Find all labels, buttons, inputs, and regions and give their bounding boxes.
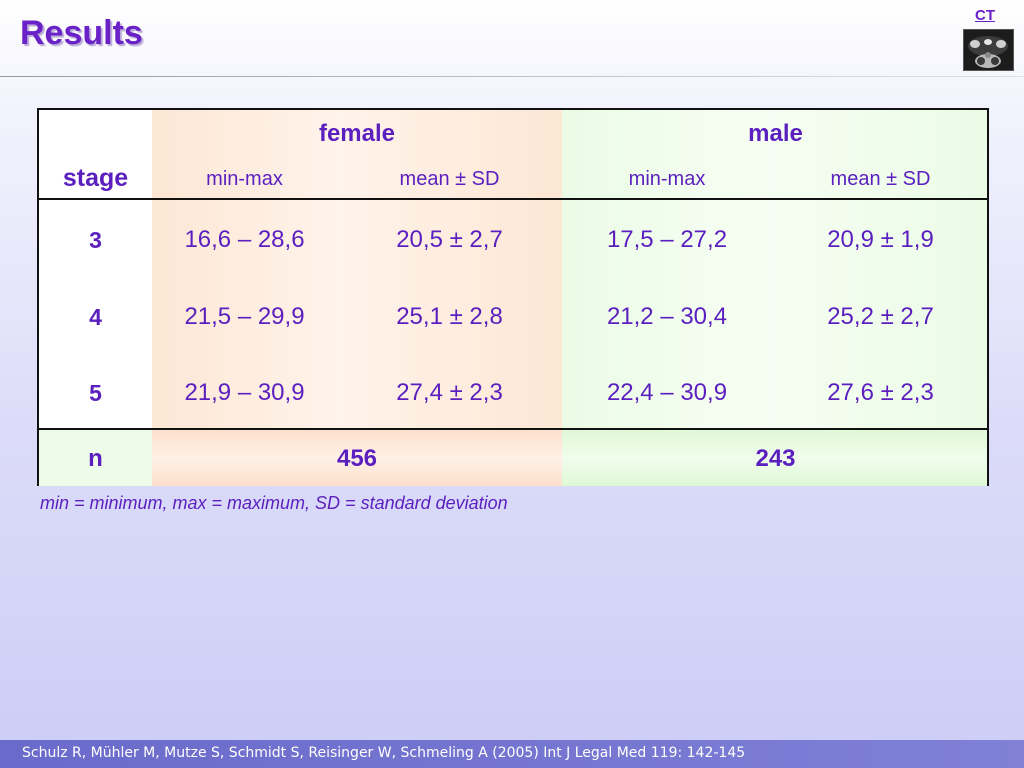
title-divider — [0, 76, 1024, 77]
row-stage: 5 — [89, 380, 102, 406]
male-column-bg — [562, 110, 987, 484]
cell-female-mean: 27,4 ± 2,3 — [396, 379, 503, 406]
header-male: male — [748, 120, 803, 147]
row-stage: 3 — [89, 227, 102, 253]
header-male-mean-sd: mean ± SD — [830, 168, 931, 190]
cell-male-mean: 27,6 ± 2,3 — [827, 379, 934, 406]
n-label: n — [88, 445, 103, 472]
header-female: female — [318, 120, 396, 147]
header-stage: stage — [62, 164, 129, 192]
n-female: 456 — [336, 445, 378, 472]
ct-scan-thumbnail-icon — [963, 29, 1014, 71]
cell-female-minmax: 21,9 – 30,9 — [184, 379, 305, 406]
cell-male-mean: 20,9 ± 1,9 — [827, 226, 934, 253]
stage-column-bg — [39, 110, 152, 484]
cell-male-minmax: 21,2 – 30,4 — [606, 303, 728, 330]
cell-female-minmax: 21,5 – 29,9 — [184, 303, 305, 330]
n-row-bg — [39, 430, 987, 486]
results-table: female male stage min-max mean ± SD min-… — [37, 108, 989, 486]
female-column-bg — [152, 110, 562, 484]
citation-text: Schulz R, Mühler M, Mutze S, Schmidt S, … — [22, 745, 746, 761]
cell-male-mean: 25,2 ± 2,7 — [827, 303, 934, 330]
n-male: 243 — [755, 445, 796, 472]
cell-female-minmax: 16,6 – 28,6 — [184, 226, 305, 253]
header-female-mean-sd: mean ± SD — [399, 168, 500, 190]
cell-female-mean: 25,1 ± 2,8 — [396, 303, 503, 330]
row-stage: 4 — [89, 304, 102, 330]
table-footnote: min = minimum, max = maximum, SD = stand… — [40, 493, 508, 513]
header-male-minmax: min-max — [628, 168, 706, 190]
n-row-divider — [39, 428, 987, 430]
header-female-minmax: min-max — [206, 168, 283, 190]
slide-title: Results — [20, 14, 143, 52]
cell-male-minmax: 22,4 – 30,9 — [606, 379, 728, 406]
ct-label: CT — [975, 7, 995, 24]
cell-male-minmax: 17,5 – 27,2 — [606, 226, 728, 253]
citation-bar: Schulz R, Mühler M, Mutze S, Schmidt S, … — [0, 740, 1024, 768]
cell-female-mean: 20,5 ± 2,7 — [396, 226, 503, 253]
header-divider — [39, 198, 987, 200]
